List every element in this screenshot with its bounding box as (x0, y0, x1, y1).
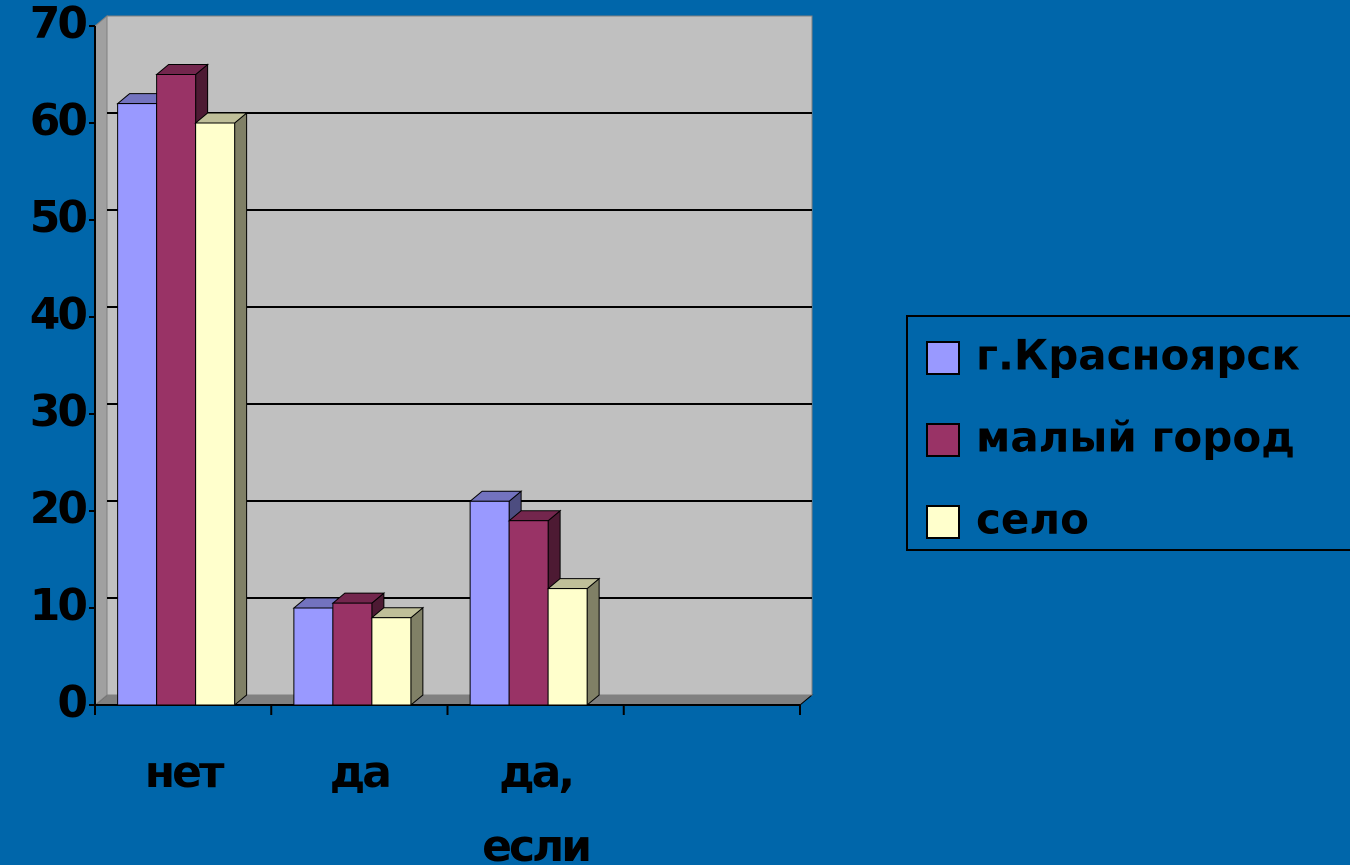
bar-side (410, 606, 424, 707)
bar-side (586, 577, 600, 707)
bar-front (156, 74, 197, 706)
legend-label: малый город (976, 413, 1295, 462)
bar-front (547, 588, 588, 706)
legend-swatch (926, 505, 960, 539)
y-tick-label: 30 (30, 386, 87, 437)
legend-label: г.Красноярск (976, 331, 1300, 380)
bar-front (195, 122, 236, 706)
x-tick-label: да (330, 747, 390, 798)
bar-front (332, 602, 373, 706)
y-tick-label: 10 (30, 580, 87, 631)
side-wall (94, 14, 108, 707)
legend-swatch (926, 423, 960, 457)
bar-front (371, 617, 412, 706)
y-tick-label: 60 (30, 95, 87, 146)
legend-swatch (926, 341, 960, 375)
bar (194, 111, 249, 707)
bar-front (508, 520, 549, 706)
y-tick-label: 20 (30, 483, 87, 534)
legend-label: село (976, 495, 1089, 544)
bar (370, 606, 425, 707)
bar-front (117, 103, 158, 706)
bar-side (234, 111, 248, 707)
x-tick-label: да, если (482, 747, 589, 865)
bar-front (293, 607, 334, 706)
y-tick-label: 70 (30, 0, 87, 49)
bar (546, 577, 601, 707)
y-tick-label: 40 (30, 289, 87, 340)
y-tick-label: 0 (57, 677, 86, 728)
bar-front (469, 500, 510, 706)
x-tick-label: нет (145, 747, 225, 798)
y-tick-label: 50 (30, 192, 87, 243)
legend-box (906, 315, 1350, 551)
